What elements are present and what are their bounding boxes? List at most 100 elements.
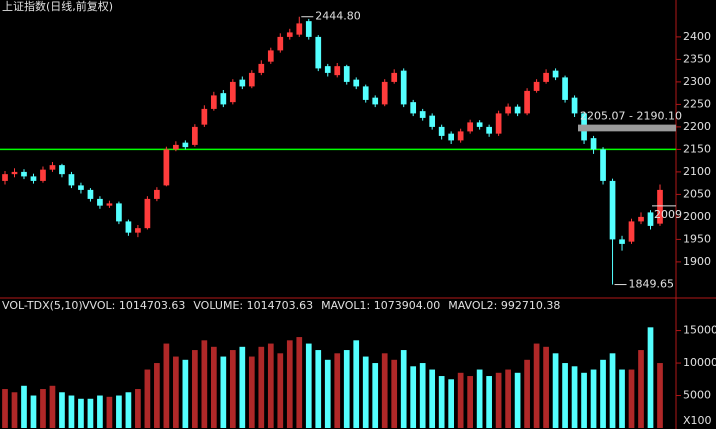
volume-bar: [362, 356, 369, 428]
volume-bar: [524, 359, 530, 428]
candle-body: [457, 131, 464, 141]
volume-bar: [647, 327, 654, 428]
axis-unit-label: X100: [683, 414, 712, 427]
candle-body: [324, 66, 331, 73]
y-tick-label: 10000: [683, 356, 716, 369]
candle-body: [495, 113, 502, 134]
volume-bar: [229, 350, 236, 428]
volume-bar: [163, 343, 170, 428]
candle-body: [419, 111, 426, 118]
candle-body: [135, 228, 141, 233]
volume-bar: [353, 340, 360, 428]
volume-bar: [40, 389, 46, 428]
candle-body: [619, 239, 625, 244]
volume-bar: [638, 350, 644, 428]
candle-body: [590, 138, 597, 150]
range-box: [578, 124, 676, 132]
candle-body: [192, 126, 198, 145]
candle-body: [514, 106, 521, 114]
candle-body: [116, 203, 122, 222]
candle-body: [286, 32, 293, 37]
volume-bar: [457, 372, 464, 428]
y-tick-label: 1950: [683, 232, 711, 245]
volume-bar: [277, 353, 284, 428]
volume-bar: [495, 372, 502, 428]
candle-body: [239, 79, 246, 87]
annotation-label: 1849.65: [629, 278, 675, 291]
volume-bar: [619, 369, 625, 428]
volume-bar: [267, 343, 274, 428]
volume-bar: [78, 398, 84, 428]
volume-bar: [628, 369, 635, 428]
candle-body: [154, 189, 160, 199]
candle-body: [97, 198, 103, 206]
volume-bar: [334, 353, 341, 428]
candle-body: [552, 70, 559, 78]
volume-bar: [410, 366, 417, 428]
candle-body: [571, 97, 578, 114]
y-tick-label: 2350: [683, 52, 711, 65]
readout: MAVOL1: 1073904.00: [321, 299, 440, 312]
volume-bar: [514, 372, 521, 428]
candle-body: [258, 63, 265, 73]
candle-body: [220, 93, 227, 105]
chart-title: 上证指数(日线,前复权): [2, 0, 113, 13]
volume-bar: [144, 369, 151, 428]
candle-body: [657, 189, 663, 224]
candle-body: [343, 66, 350, 82]
candle-body: [106, 203, 113, 206]
candle-body: [125, 221, 132, 233]
volume-bar: [343, 350, 350, 428]
volume-bar: [438, 376, 445, 428]
y-tick-label: 2300: [683, 75, 711, 88]
y-tick-label: 2200: [683, 120, 711, 133]
candle-body: [182, 142, 189, 148]
candle-body: [486, 126, 492, 134]
volume-bar: [59, 392, 65, 428]
candle-body: [296, 23, 303, 35]
volume-bar: [533, 343, 540, 428]
volume-bar: [135, 389, 141, 428]
candle-body: [533, 81, 540, 91]
y-tick-label: 2100: [683, 165, 711, 178]
volume-bar: [467, 376, 473, 428]
volume-bar: [552, 353, 559, 428]
candle-body: [30, 176, 37, 181]
y-tick-label: 2150: [683, 142, 711, 155]
candle-body: [21, 171, 27, 177]
candle-body: [334, 66, 341, 76]
volume-bar: [315, 350, 322, 428]
candle-body: [78, 185, 84, 190]
volume-bar: [87, 398, 94, 428]
candle-body: [267, 50, 274, 62]
candle-body: [163, 149, 170, 186]
volume-bar: [486, 376, 492, 428]
candle-body: [628, 221, 635, 242]
y-tick-label: 2250: [683, 97, 711, 110]
volume-bar: [324, 359, 331, 428]
y-tick-label: 1900: [683, 255, 711, 268]
volume-bar: [581, 372, 587, 428]
readout: MAVOL2: 992710.38: [448, 299, 560, 312]
candle-body: [505, 106, 511, 114]
volume-bar: [210, 346, 217, 428]
volume-bar: [657, 363, 663, 428]
readout: VOLUME: 1014703.63: [193, 299, 313, 312]
candle-body: [429, 115, 436, 127]
candle-body: [381, 81, 388, 105]
candle-body: [248, 72, 255, 87]
volume-bar: [21, 385, 27, 428]
candle-body: [87, 189, 94, 199]
volume-bar: [372, 363, 379, 428]
candle-body: [277, 36, 284, 51]
volume-bar: [30, 395, 37, 428]
candle-body: [201, 108, 208, 125]
volume-bar: [505, 369, 511, 428]
candle-body: [353, 79, 360, 87]
volume-bar: [192, 350, 198, 428]
volume-bar: [419, 363, 426, 428]
volume-bar: [182, 359, 189, 428]
candle-body: [600, 149, 606, 181]
candle-body: [609, 180, 616, 240]
